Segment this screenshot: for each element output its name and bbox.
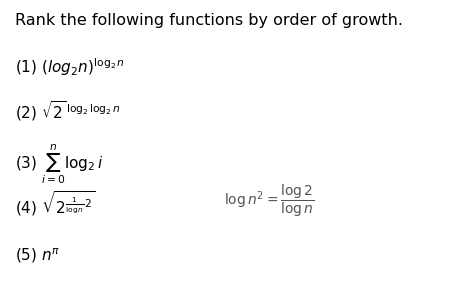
Text: (5) $n^{\pi}$: (5) $n^{\pi}$ [15,246,60,265]
Text: $\log n^2 = \dfrac{\log 2}{\log n}$: $\log n^2 = \dfrac{\log 2}{\log n}$ [223,183,314,219]
Text: Rank the following functions by order of growth.: Rank the following functions by order of… [15,13,402,28]
Text: (1) $(\mathit{log}_2\mathit{n})^{\log_2 n}$: (1) $(\mathit{log}_2\mathit{n})^{\log_2 … [15,56,124,78]
Text: (4) $\sqrt{2^{\frac{1}{\log n}2}}$: (4) $\sqrt{2^{\frac{1}{\log n}2}}$ [15,189,95,218]
Text: (2) $\sqrt{2}^{\,\log_2 \log_2 n}$: (2) $\sqrt{2}^{\,\log_2 \log_2 n}$ [15,100,120,123]
Text: (3) $\sum_{i=0}^{n} \log_2 i$: (3) $\sum_{i=0}^{n} \log_2 i$ [15,143,103,186]
